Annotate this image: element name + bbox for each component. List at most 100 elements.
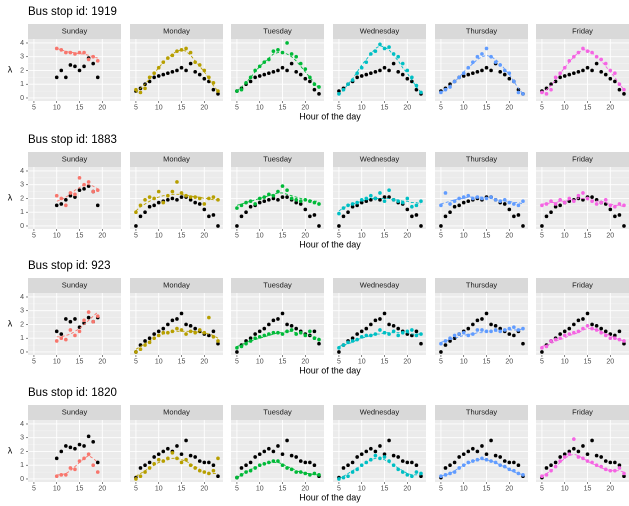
y-tick-label: 1 xyxy=(20,81,24,88)
point xyxy=(373,49,378,54)
x-tick-label: 10 xyxy=(561,232,569,239)
point xyxy=(405,68,410,73)
point xyxy=(202,460,207,465)
point xyxy=(312,213,317,217)
point xyxy=(175,68,179,73)
y-tick-label: 4 xyxy=(20,421,24,428)
point xyxy=(387,195,391,199)
point xyxy=(317,92,321,96)
point xyxy=(294,332,298,336)
point xyxy=(585,324,590,328)
point xyxy=(170,189,175,194)
point xyxy=(405,329,410,334)
y-tick-label: 1 xyxy=(20,335,24,342)
point xyxy=(312,463,317,468)
point xyxy=(161,200,166,205)
point xyxy=(298,61,303,66)
point xyxy=(622,87,626,92)
point xyxy=(179,311,184,316)
y-tick-label: 0 xyxy=(20,95,24,102)
point xyxy=(590,438,594,443)
point xyxy=(54,46,59,51)
point xyxy=(54,193,59,198)
point xyxy=(54,456,59,461)
point xyxy=(267,192,271,197)
point xyxy=(369,198,373,202)
point xyxy=(410,333,414,338)
point xyxy=(396,199,400,204)
point xyxy=(193,455,197,459)
x-tick-label: 20 xyxy=(403,485,411,492)
point xyxy=(594,202,599,206)
point xyxy=(364,199,369,204)
point xyxy=(197,196,202,201)
point xyxy=(64,473,68,477)
point xyxy=(59,473,64,477)
fit-line xyxy=(56,48,98,59)
y-tick-label: 1 xyxy=(20,209,24,216)
point xyxy=(147,460,152,465)
point xyxy=(457,455,461,459)
point xyxy=(138,466,143,470)
fit-line xyxy=(135,193,218,212)
y-tick-label: 1 xyxy=(20,462,24,469)
point xyxy=(143,210,147,215)
point xyxy=(613,79,617,84)
point xyxy=(613,204,617,209)
x-tick-label: 20 xyxy=(606,485,614,492)
panel-bg xyxy=(28,293,121,355)
point xyxy=(414,87,419,92)
x-tick-label: 15 xyxy=(178,485,186,492)
point xyxy=(152,455,156,459)
point xyxy=(207,214,211,219)
point xyxy=(161,326,166,331)
point xyxy=(276,317,280,321)
point xyxy=(443,191,448,195)
point xyxy=(280,463,285,468)
y-tick-label: 4 xyxy=(20,168,24,175)
point xyxy=(576,449,581,454)
point xyxy=(285,68,289,73)
point xyxy=(617,337,622,342)
x-tick-label: 15 xyxy=(381,232,389,239)
point xyxy=(507,332,512,336)
point xyxy=(576,193,581,198)
point xyxy=(480,328,484,332)
x-tick-label: 5 xyxy=(540,485,544,492)
x-tick-label: 5 xyxy=(32,485,36,492)
point xyxy=(572,322,576,327)
point xyxy=(346,463,350,468)
point xyxy=(599,464,603,469)
point xyxy=(544,214,549,219)
point xyxy=(475,328,480,332)
panel-title: Thursday xyxy=(466,280,498,289)
point xyxy=(502,68,507,73)
x-tick-label: 20 xyxy=(301,358,309,365)
x-tick-label: 10 xyxy=(256,104,264,111)
x-tick-label: 20 xyxy=(98,358,106,365)
point xyxy=(373,318,378,323)
x-axis-label: Hour of the day xyxy=(299,111,361,121)
fit-line xyxy=(338,332,421,347)
point xyxy=(521,326,525,331)
point xyxy=(364,449,369,454)
panel-title: Friday xyxy=(572,26,593,35)
point xyxy=(400,459,405,463)
point xyxy=(553,79,558,84)
point xyxy=(355,332,359,336)
point xyxy=(276,48,280,52)
x-tick-label: 15 xyxy=(584,485,592,492)
fit-line xyxy=(440,54,524,95)
point xyxy=(294,54,298,59)
point xyxy=(248,79,253,84)
row-title: Bus stop id: 1883 xyxy=(28,134,117,146)
point xyxy=(419,199,423,204)
x-tick-label: 20 xyxy=(98,485,106,492)
panel-title: Thursday xyxy=(466,26,498,35)
point xyxy=(410,460,414,465)
point xyxy=(248,199,253,204)
point xyxy=(443,466,448,470)
point xyxy=(73,192,77,197)
point xyxy=(350,339,355,343)
